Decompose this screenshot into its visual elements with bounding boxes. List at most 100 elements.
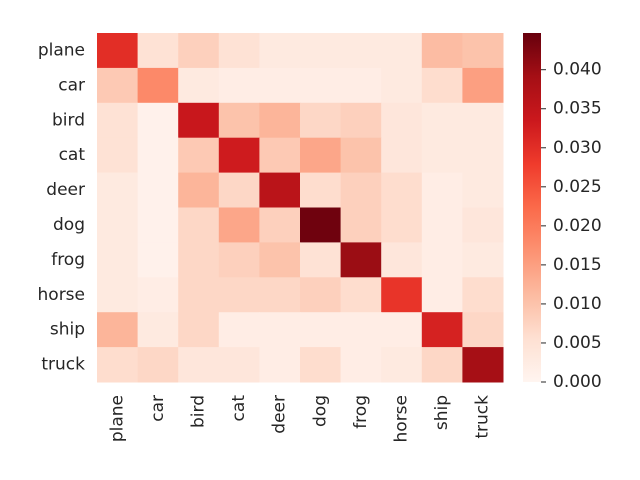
heatmap-cell bbox=[178, 102, 220, 139]
heatmap-cell bbox=[218, 137, 260, 174]
heatmap-cell bbox=[218, 102, 260, 139]
heatmap-cell bbox=[340, 242, 382, 278]
heatmap-cell bbox=[178, 242, 220, 278]
x-tick-label: truck bbox=[473, 395, 493, 439]
y-tick-label: frog bbox=[51, 250, 85, 270]
colorbar-tick-label: 0.030 bbox=[553, 138, 602, 158]
y-tick-label: horse bbox=[38, 285, 85, 305]
heatmap-cell bbox=[381, 312, 423, 348]
x-tick-label: bird bbox=[189, 395, 209, 428]
heatmap-cell bbox=[97, 242, 139, 278]
heatmap-cell bbox=[137, 277, 179, 313]
heatmap-cell bbox=[340, 172, 382, 208]
heatmap-cell bbox=[178, 33, 220, 69]
y-tick-label: truck bbox=[41, 355, 85, 375]
heatmap-cell bbox=[218, 207, 260, 243]
colorbar-tick-label: 0.020 bbox=[553, 216, 602, 236]
colorbar-tick-label: 0.010 bbox=[553, 294, 602, 314]
heatmap-cell bbox=[259, 242, 301, 278]
heatmap-cell bbox=[421, 312, 463, 348]
heatmap-cell bbox=[259, 33, 301, 69]
heatmap-cell bbox=[421, 67, 463, 104]
heatmap-cell bbox=[259, 102, 301, 139]
heatmap-cell bbox=[462, 33, 504, 69]
heatmap-cell bbox=[259, 207, 301, 243]
heatmap-cell bbox=[178, 312, 220, 348]
heatmap-cell bbox=[421, 347, 463, 383]
heatmap-cell bbox=[97, 312, 139, 348]
heatmap-cell bbox=[340, 33, 382, 69]
heatmap-cell bbox=[300, 207, 342, 243]
heatmap-cell bbox=[218, 67, 260, 104]
heatmap-cell bbox=[340, 102, 382, 139]
heatmap-cell bbox=[381, 172, 423, 208]
heatmap-cell bbox=[259, 277, 301, 313]
heatmap-cell bbox=[300, 312, 342, 348]
heatmap-cell bbox=[421, 207, 463, 243]
heatmap-cell bbox=[97, 277, 139, 313]
heatmap-cell bbox=[300, 67, 342, 104]
heatmap-cell bbox=[421, 102, 463, 139]
heatmap-cell bbox=[218, 312, 260, 348]
heatmap-cell bbox=[421, 137, 463, 174]
heatmap-cell bbox=[178, 67, 220, 104]
heatmap-cell bbox=[381, 347, 423, 383]
heatmap-cell bbox=[300, 347, 342, 383]
heatmap-cell bbox=[259, 137, 301, 174]
heatmap-cell bbox=[421, 172, 463, 208]
y-tick-label: ship bbox=[50, 320, 85, 340]
heatmap-cell bbox=[381, 33, 423, 69]
y-tick-label: car bbox=[58, 75, 85, 95]
heatmap-cell bbox=[381, 67, 423, 104]
heatmap-cell bbox=[97, 137, 139, 174]
heatmap-cell bbox=[178, 277, 220, 313]
colorbar-tick-label: 0.035 bbox=[553, 99, 602, 119]
heatmap-cell bbox=[178, 207, 220, 243]
heatmap-cell bbox=[178, 172, 220, 208]
heatmap-cell bbox=[381, 102, 423, 139]
heatmap-cell bbox=[340, 277, 382, 313]
heatmap-cell bbox=[97, 172, 139, 208]
heatmap-cell bbox=[137, 33, 179, 69]
heatmap-cell bbox=[178, 137, 220, 174]
heatmap-cell bbox=[381, 277, 423, 313]
heatmap-cell bbox=[218, 347, 260, 383]
heatmap-cell bbox=[137, 172, 179, 208]
x-tick-label: plane bbox=[107, 395, 127, 442]
heatmap-cell bbox=[462, 312, 504, 348]
x-tick-label: cat bbox=[229, 395, 249, 422]
heatmap-cell bbox=[137, 67, 179, 104]
heatmap-cell bbox=[462, 102, 504, 139]
x-tick-label: ship bbox=[432, 395, 452, 430]
heatmap-cell bbox=[97, 102, 139, 139]
colorbar-tick-label: 0.015 bbox=[553, 255, 602, 275]
heatmap-cell bbox=[381, 207, 423, 243]
heatmap-cell bbox=[300, 172, 342, 208]
colorbar-tick-label: 0.025 bbox=[553, 177, 602, 197]
heatmap-cell bbox=[462, 137, 504, 174]
heatmap-cell bbox=[381, 242, 423, 278]
y-tick-label: deer bbox=[46, 180, 85, 200]
heatmap-cell bbox=[97, 207, 139, 243]
heatmap-cell bbox=[421, 242, 463, 278]
heatmap-cell bbox=[137, 347, 179, 383]
y-tick-label: plane bbox=[38, 40, 85, 60]
heatmap-cell bbox=[462, 277, 504, 313]
heatmap-cell bbox=[137, 242, 179, 278]
heatmap-cell bbox=[300, 137, 342, 174]
heatmap-cell bbox=[97, 33, 139, 69]
heatmap-cell bbox=[218, 172, 260, 208]
heatmap-cell bbox=[340, 312, 382, 348]
heatmap-cell bbox=[137, 312, 179, 348]
heatmap-cell bbox=[300, 33, 342, 69]
x-tick-label: dog bbox=[310, 395, 330, 427]
heatmap-cell bbox=[259, 312, 301, 348]
colorbar-tick-label: 0.040 bbox=[553, 60, 602, 80]
y-tick-label: dog bbox=[53, 215, 85, 235]
heatmap-cell bbox=[340, 207, 382, 243]
heatmap-cell bbox=[462, 172, 504, 208]
heatmap-cell bbox=[259, 347, 301, 383]
heatmap-cell bbox=[340, 347, 382, 383]
heatmap-cell bbox=[137, 137, 179, 174]
heatmap-cell bbox=[421, 33, 463, 69]
